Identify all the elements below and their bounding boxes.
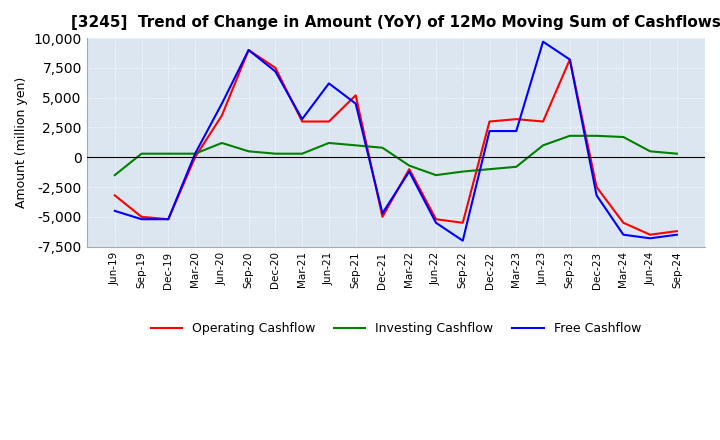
Investing Cashflow (619, 134, 628, 139)
Operating Cashflow (619, 220, 628, 225)
Operating Cashflow (512, 117, 521, 122)
Free Cashflow (191, 151, 199, 156)
Investing Cashflow (164, 151, 173, 156)
Free Cashflow (459, 238, 467, 243)
Investing Cashflow (378, 145, 387, 150)
Free Cashflow (298, 117, 307, 122)
Operating Cashflow (298, 119, 307, 124)
Operating Cashflow (378, 214, 387, 220)
Investing Cashflow (512, 164, 521, 169)
Operating Cashflow (110, 193, 119, 198)
Investing Cashflow (405, 163, 413, 168)
Free Cashflow (512, 128, 521, 134)
Title: [3245]  Trend of Change in Amount (YoY) of 12Mo Moving Sum of Cashflows: [3245] Trend of Change in Amount (YoY) o… (71, 15, 720, 30)
Line: Free Cashflow: Free Cashflow (114, 42, 677, 241)
Operating Cashflow (672, 228, 681, 234)
Line: Investing Cashflow: Investing Cashflow (114, 136, 677, 175)
Operating Cashflow (646, 232, 654, 237)
Line: Operating Cashflow: Operating Cashflow (114, 50, 677, 235)
Investing Cashflow (485, 166, 494, 172)
Investing Cashflow (459, 169, 467, 174)
Investing Cashflow (138, 151, 146, 156)
Free Cashflow (351, 101, 360, 106)
Operating Cashflow (244, 48, 253, 53)
Investing Cashflow (539, 143, 547, 148)
Free Cashflow (619, 232, 628, 237)
Investing Cashflow (565, 133, 574, 139)
Investing Cashflow (432, 172, 441, 178)
Operating Cashflow (593, 184, 601, 190)
Free Cashflow (672, 232, 681, 237)
Investing Cashflow (325, 140, 333, 146)
Operating Cashflow (271, 65, 279, 70)
Operating Cashflow (164, 216, 173, 222)
Operating Cashflow (565, 57, 574, 62)
Investing Cashflow (271, 151, 279, 156)
Investing Cashflow (298, 151, 307, 156)
Investing Cashflow (217, 140, 226, 146)
Free Cashflow (244, 48, 253, 53)
Investing Cashflow (646, 149, 654, 154)
Investing Cashflow (351, 143, 360, 148)
Operating Cashflow (351, 93, 360, 98)
Free Cashflow (138, 216, 146, 222)
Free Cashflow (593, 193, 601, 198)
Free Cashflow (325, 81, 333, 86)
Operating Cashflow (485, 119, 494, 124)
Free Cashflow (110, 208, 119, 213)
Operating Cashflow (138, 214, 146, 220)
Free Cashflow (646, 236, 654, 241)
Free Cashflow (539, 39, 547, 44)
Operating Cashflow (325, 119, 333, 124)
Operating Cashflow (459, 220, 467, 225)
Y-axis label: Amount (million yen): Amount (million yen) (15, 77, 28, 208)
Investing Cashflow (244, 149, 253, 154)
Legend: Operating Cashflow, Investing Cashflow, Free Cashflow: Operating Cashflow, Investing Cashflow, … (145, 318, 646, 341)
Free Cashflow (485, 128, 494, 134)
Investing Cashflow (191, 151, 199, 156)
Operating Cashflow (432, 216, 441, 222)
Operating Cashflow (539, 119, 547, 124)
Free Cashflow (378, 211, 387, 216)
Investing Cashflow (593, 133, 601, 139)
Investing Cashflow (672, 151, 681, 156)
Operating Cashflow (405, 166, 413, 172)
Free Cashflow (164, 216, 173, 222)
Operating Cashflow (191, 154, 199, 160)
Free Cashflow (405, 169, 413, 174)
Free Cashflow (565, 57, 574, 62)
Operating Cashflow (217, 113, 226, 118)
Investing Cashflow (110, 172, 119, 178)
Free Cashflow (271, 69, 279, 74)
Free Cashflow (432, 220, 441, 225)
Free Cashflow (217, 101, 226, 106)
